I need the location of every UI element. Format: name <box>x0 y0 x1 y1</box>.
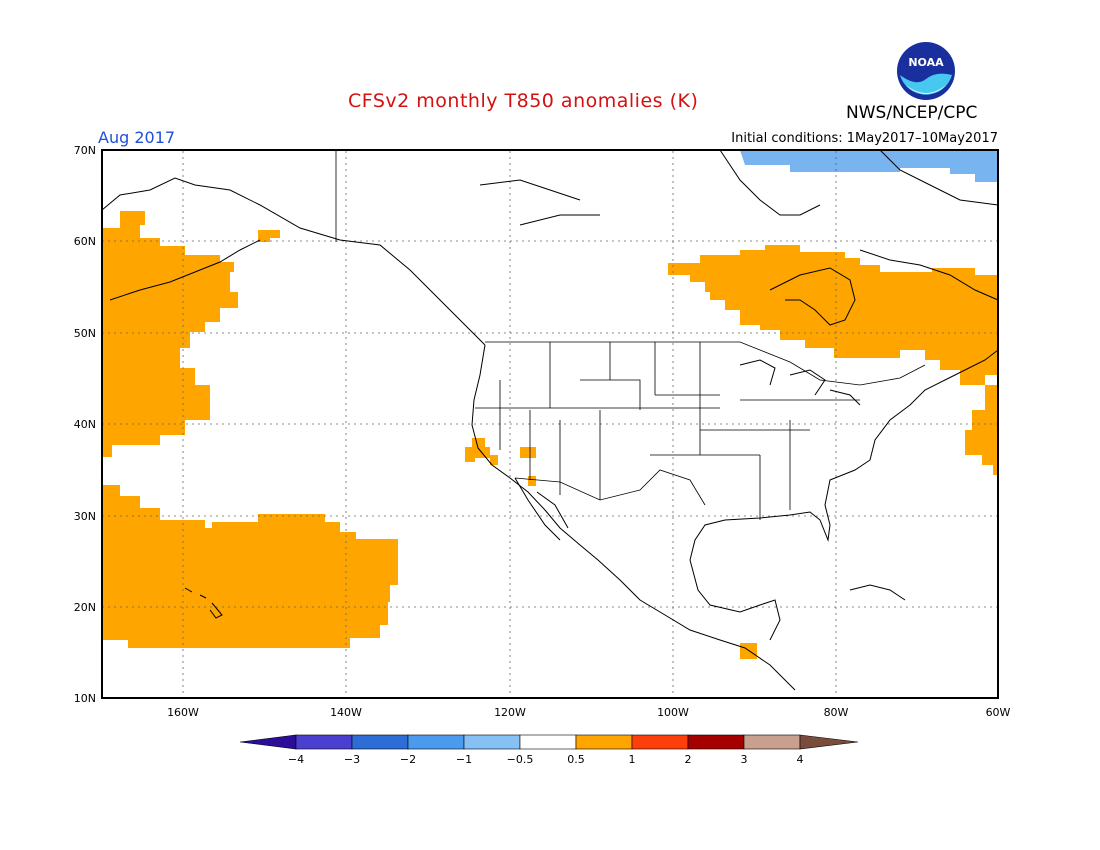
colorbar-arrow-right <box>799 734 859 750</box>
map-frame <box>101 149 999 699</box>
longitude-labels: 160W 140W 120W 100W 80W 60W <box>167 706 1010 719</box>
colorbar-arrow-left <box>239 734 297 750</box>
lon-label-80w: 80W <box>824 706 849 719</box>
lon-label-160w: 160W <box>167 706 199 719</box>
lon-label-140w: 140W <box>330 706 362 719</box>
negative-anomaly-region <box>740 150 998 182</box>
lon-label-120w: 120W <box>494 706 526 719</box>
lon-label-60w: 60W <box>986 706 1011 719</box>
anomaly-region-bering <box>102 211 238 457</box>
colorbar-label: −0.5 <box>507 753 534 766</box>
noaa-logo-text: NOAA <box>908 56 944 69</box>
map-title: CFSv2 monthly T850 anomalies (K) <box>348 90 699 112</box>
political-boundaries <box>335 151 926 520</box>
agency-label: NWS/NCEP/CPC <box>846 103 978 123</box>
positive-anomaly-regions <box>102 211 998 659</box>
colorbar-segment <box>407 734 465 750</box>
colorbar-label: 0.5 <box>567 753 585 766</box>
lat-label-30n: 30N <box>74 510 96 523</box>
initial-conditions: Initial conditions: 1May2017–10May2017 <box>731 131 998 146</box>
colorbar-label: 3 <box>741 753 748 766</box>
lat-label-70n: 70N <box>74 144 96 157</box>
colorbar-label: −4 <box>288 753 304 766</box>
colorbar-label: −2 <box>400 753 416 766</box>
colorbar-segment <box>687 734 745 750</box>
lat-label-10n: 10N <box>74 692 96 705</box>
colorbar-label: 2 <box>685 753 692 766</box>
colorbar <box>239 734 859 750</box>
colorbar-segment <box>575 734 633 750</box>
forecast-month: Aug 2017 <box>98 128 176 147</box>
anomaly-region-alaska <box>258 230 280 242</box>
colorbar-segment <box>351 734 409 750</box>
noaa-logo: NOAA <box>897 42 955 100</box>
latitude-labels: 70N 60N 50N 40N 30N 20N 10N <box>74 144 96 705</box>
colorbar-segment <box>743 734 801 750</box>
lat-label-20n: 20N <box>74 601 96 614</box>
colorbar-label: −3 <box>344 753 360 766</box>
anomaly-region-canada <box>668 245 998 385</box>
anomaly-region-central-america <box>740 643 757 659</box>
lat-label-50n: 50N <box>74 327 96 340</box>
anomaly-region-atlantic <box>965 385 998 475</box>
anomaly-cell-1 <box>520 447 536 458</box>
colorbar-label: 1 <box>629 753 636 766</box>
anomaly-cell-2 <box>528 476 536 486</box>
lat-label-40n: 40N <box>74 418 96 431</box>
coastlines <box>101 149 999 691</box>
lat-label-60n: 60N <box>74 235 96 248</box>
colorbar-label: −1 <box>456 753 472 766</box>
colorbar-segment <box>463 734 521 750</box>
colorbar-segment <box>519 734 577 750</box>
colorbar-labels: −4 −3 −2 −1 −0.5 0.5 1 2 3 4 <box>288 753 804 766</box>
grid-lines <box>102 151 998 697</box>
colorbar-label: 4 <box>797 753 804 766</box>
lon-label-100w: 100W <box>657 706 689 719</box>
colorbar-segment <box>295 734 353 750</box>
colorbar-segment <box>631 734 689 750</box>
anomaly-region-subtropical-pacific <box>102 485 398 648</box>
